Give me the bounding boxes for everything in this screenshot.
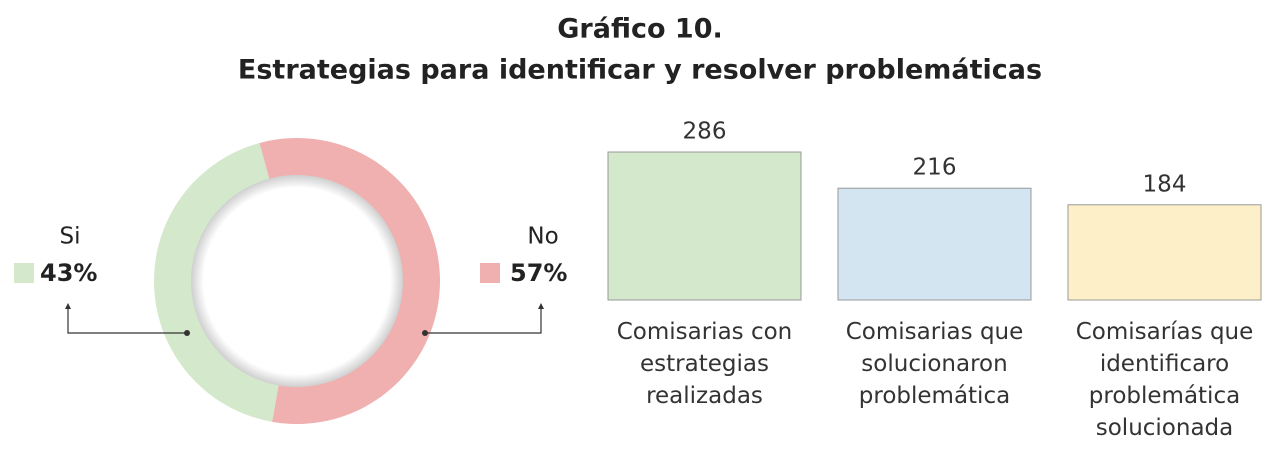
x-tick-label: Comisarias que solucionaron problemática [846, 319, 1024, 409]
callout-arrow [538, 303, 544, 309]
x-tick-label: Comisarías que identificaro problemática so… [1076, 319, 1254, 441]
pie-slice [259, 138, 440, 425]
legend-label: Si [60, 224, 81, 250]
bar [1067, 204, 1262, 301]
legend-swatch [480, 263, 500, 283]
callout-line [425, 307, 542, 334]
callout-arrow [65, 303, 71, 309]
bar [837, 187, 1032, 301]
value-label: 57% [510, 259, 567, 287]
donut-rim [191, 175, 403, 387]
value-label: 216 [913, 155, 957, 181]
callout-line [67, 307, 187, 334]
value-label: 184 [1143, 171, 1187, 197]
legend-swatch [14, 263, 34, 283]
bar [607, 151, 802, 301]
value-label: 286 [683, 119, 727, 145]
legend-label: No [527, 224, 558, 250]
chart-subtitle: Estrategias para identificar y resolver … [238, 55, 1042, 86]
x-tick-label: Comisarias con estrategias realizadas [617, 319, 793, 409]
pie-slice [154, 143, 279, 422]
value-label: 43% [40, 259, 97, 287]
callout-dot [184, 330, 190, 336]
chart-title: Gráfico 10. [557, 14, 723, 45]
callout-dot [422, 330, 428, 336]
